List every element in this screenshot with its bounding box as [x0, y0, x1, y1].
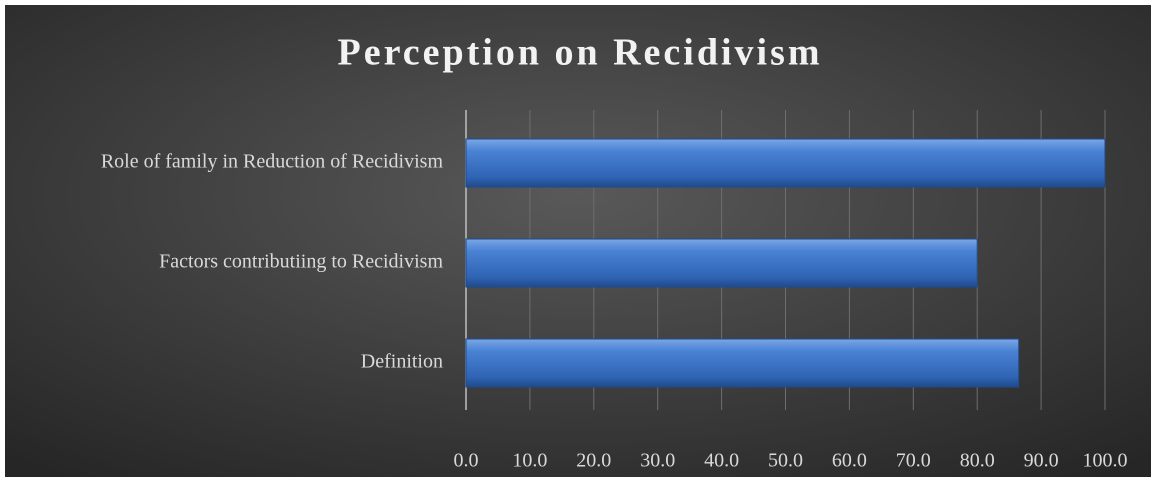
y-tick-label: Definition	[361, 351, 443, 373]
x-tick-label: 40.0	[704, 450, 739, 472]
bar	[465, 138, 1106, 188]
x-tick-label: 20.0	[576, 450, 611, 472]
x-tick-label: 60.0	[832, 450, 867, 472]
x-tick-label: 80.0	[960, 450, 995, 472]
x-tick-label: 90.0	[1024, 450, 1059, 472]
x-tick-label: 0.0	[454, 450, 479, 472]
x-tick-label: 70.0	[896, 450, 931, 472]
x-tick-label: 50.0	[768, 450, 803, 472]
chart-title: Perception on Recidivism	[337, 32, 822, 74]
x-tick-label: 10.0	[512, 450, 547, 472]
bar	[465, 238, 978, 288]
bar	[465, 338, 1020, 388]
y-tick-label: Factors contributiing to Recidivism	[159, 251, 443, 273]
x-tick-label: 30.0	[640, 450, 675, 472]
x-tick-label: 100.0	[1083, 450, 1128, 472]
y-tick-label: Role of family in Reduction of Recidivis…	[101, 151, 444, 173]
